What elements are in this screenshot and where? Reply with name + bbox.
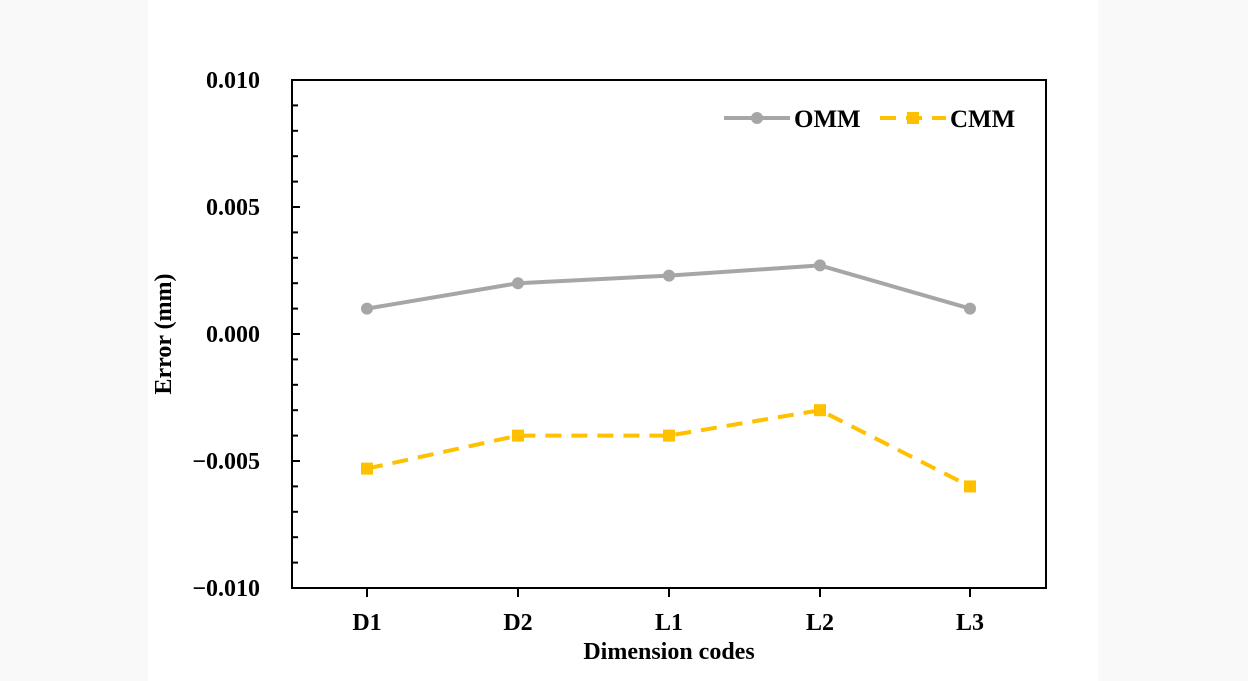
data-point-omm (814, 259, 826, 272)
y-tick-label: −0.010 (192, 576, 260, 602)
data-point-omm (361, 302, 373, 315)
legend-label-cmm: CMM (950, 106, 1015, 133)
data-point-cmm (361, 462, 373, 475)
x-tick-label: L3 (956, 610, 984, 636)
x-tick-label: L2 (806, 610, 834, 636)
y-tick-label: −0.005 (192, 449, 260, 475)
legend-item-omm: OMM (724, 106, 861, 133)
y-tick-label: 0.005 (206, 195, 260, 221)
x-tick-label: D1 (352, 610, 381, 636)
series-cmm (361, 404, 976, 493)
plot-frame (291, 79, 1047, 589)
y-axis-title: Error (mm) (151, 273, 177, 394)
chart-canvas (148, 0, 1098, 681)
legend-item-cmm: CMM (880, 106, 1015, 133)
data-point-cmm (964, 480, 976, 493)
legend: OMM CMM (724, 106, 1015, 133)
series-omm (361, 259, 976, 315)
plot-area: 0.010 0.005 0.000 −0.005 −0.010 D1 D2 L1 L2 L3 (192, 68, 1047, 636)
data-point-cmm (663, 429, 675, 442)
legend-marker-omm (751, 112, 763, 124)
data-point-omm (512, 277, 524, 290)
legend-marker-cmm (907, 112, 919, 124)
series-line-cmm (366, 408, 971, 489)
x-tick-label: D2 (503, 610, 532, 636)
y-tick-label: 0.000 (206, 322, 260, 348)
x-tick-label: L1 (655, 610, 683, 636)
legend-label-omm: OMM (794, 106, 861, 133)
series-layer (361, 259, 976, 493)
data-point-omm (663, 269, 675, 282)
data-point-cmm (512, 429, 524, 442)
x-axis-title: Dimension codes (583, 639, 754, 665)
data-point-cmm (814, 404, 826, 417)
y-tick-label: 0.010 (206, 68, 260, 94)
data-point-omm (964, 302, 976, 315)
